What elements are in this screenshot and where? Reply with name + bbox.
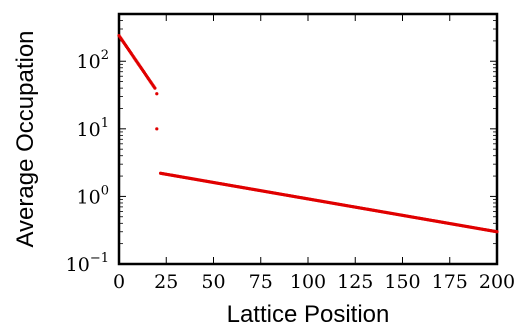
x-tick-label: 50	[201, 271, 225, 293]
y-tick-labels: 10−1 100 101 102	[66, 48, 109, 276]
y-tick-label: 100	[77, 183, 109, 208]
y-axis-title: Average Occupation	[12, 30, 39, 247]
axis-ticks	[118, 13, 498, 265]
data-point	[153, 86, 157, 90]
x-tick-label: 150	[384, 271, 420, 293]
x-tick-label: 200	[479, 271, 515, 293]
x-tick-label: 100	[290, 271, 326, 293]
x-tick-label: 0	[113, 271, 125, 293]
x-tick-label: 75	[249, 271, 273, 293]
data-points	[117, 33, 499, 234]
x-tick-label: 25	[154, 271, 178, 293]
y-tick-label: 101	[77, 116, 109, 141]
data-point	[155, 127, 159, 131]
x-axis-title: Lattice Position	[227, 301, 390, 328]
x-tick-labels: 0 25 50 75 100 125 150 175 200	[113, 271, 515, 293]
y-tick-label: 10−1	[66, 251, 109, 276]
x-tick-label: 125	[337, 271, 373, 293]
x-tick-label: 175	[432, 271, 468, 293]
plot-frame	[117, 12, 499, 266]
y-tick-label: 102	[77, 48, 109, 73]
data-point	[495, 230, 499, 234]
data-point	[155, 92, 159, 96]
